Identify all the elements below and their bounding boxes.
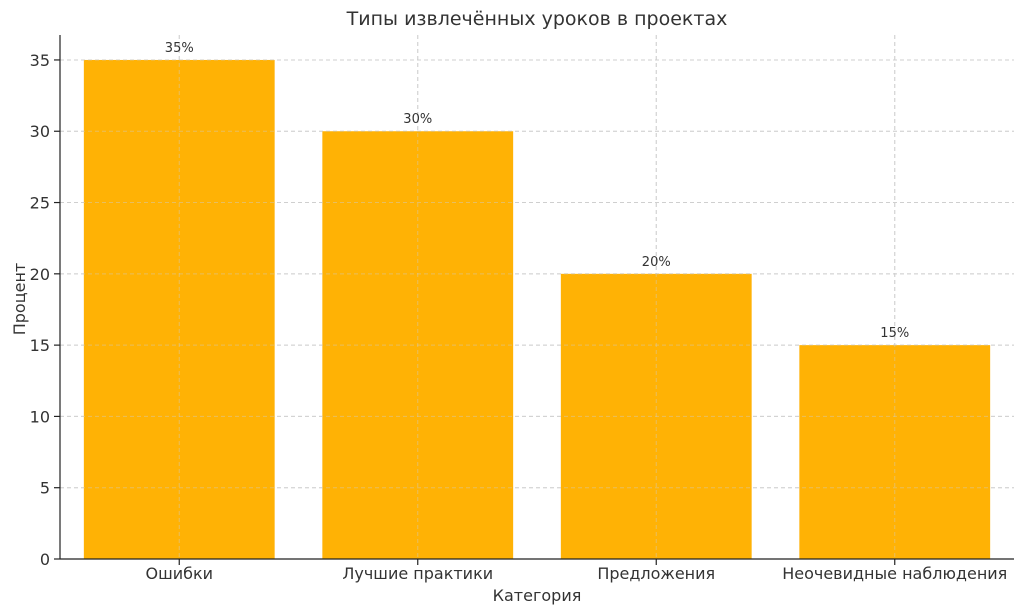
x-tick-label: Предложения bbox=[597, 564, 715, 583]
y-tick-label: 5 bbox=[40, 479, 50, 498]
chart-title: Типы извлечённых уроков в проектах bbox=[346, 8, 728, 30]
y-tick-label: 25 bbox=[30, 194, 50, 213]
data-label: 15% bbox=[880, 326, 909, 341]
data-label: 30% bbox=[403, 112, 432, 127]
axes bbox=[59, 35, 1014, 560]
bars bbox=[60, 35, 1014, 560]
data-label: 35% bbox=[165, 41, 194, 56]
x-ticks: Ошибки Лучшие практики Предложения Неочевид… bbox=[145, 559, 1007, 583]
data-label: 20% bbox=[642, 255, 671, 270]
y-axis-label: Процент bbox=[10, 263, 29, 336]
y-tick-label: 30 bbox=[30, 122, 50, 141]
y-tick-label: 0 bbox=[40, 550, 50, 569]
data-labels: 35% 30% 20% 15% bbox=[165, 41, 909, 341]
y-tick-label: 35 bbox=[30, 51, 50, 70]
x-axis-label: Категория bbox=[493, 586, 582, 605]
y-ticks: 0 5 10 15 20 25 30 35 bbox=[30, 51, 60, 569]
y-tick-label: 15 bbox=[30, 336, 50, 355]
y-tick-label: 20 bbox=[30, 265, 50, 284]
x-tick-label: Ошибки bbox=[145, 564, 213, 583]
x-tick-label: Лучшие практики bbox=[342, 564, 493, 583]
bar bbox=[560, 273, 752, 559]
bar bbox=[322, 131, 514, 559]
x-tick-label: Неочевидные наблюдения bbox=[782, 564, 1007, 583]
y-tick-label: 10 bbox=[30, 407, 50, 426]
bar bbox=[83, 59, 275, 559]
bar bbox=[799, 345, 991, 559]
